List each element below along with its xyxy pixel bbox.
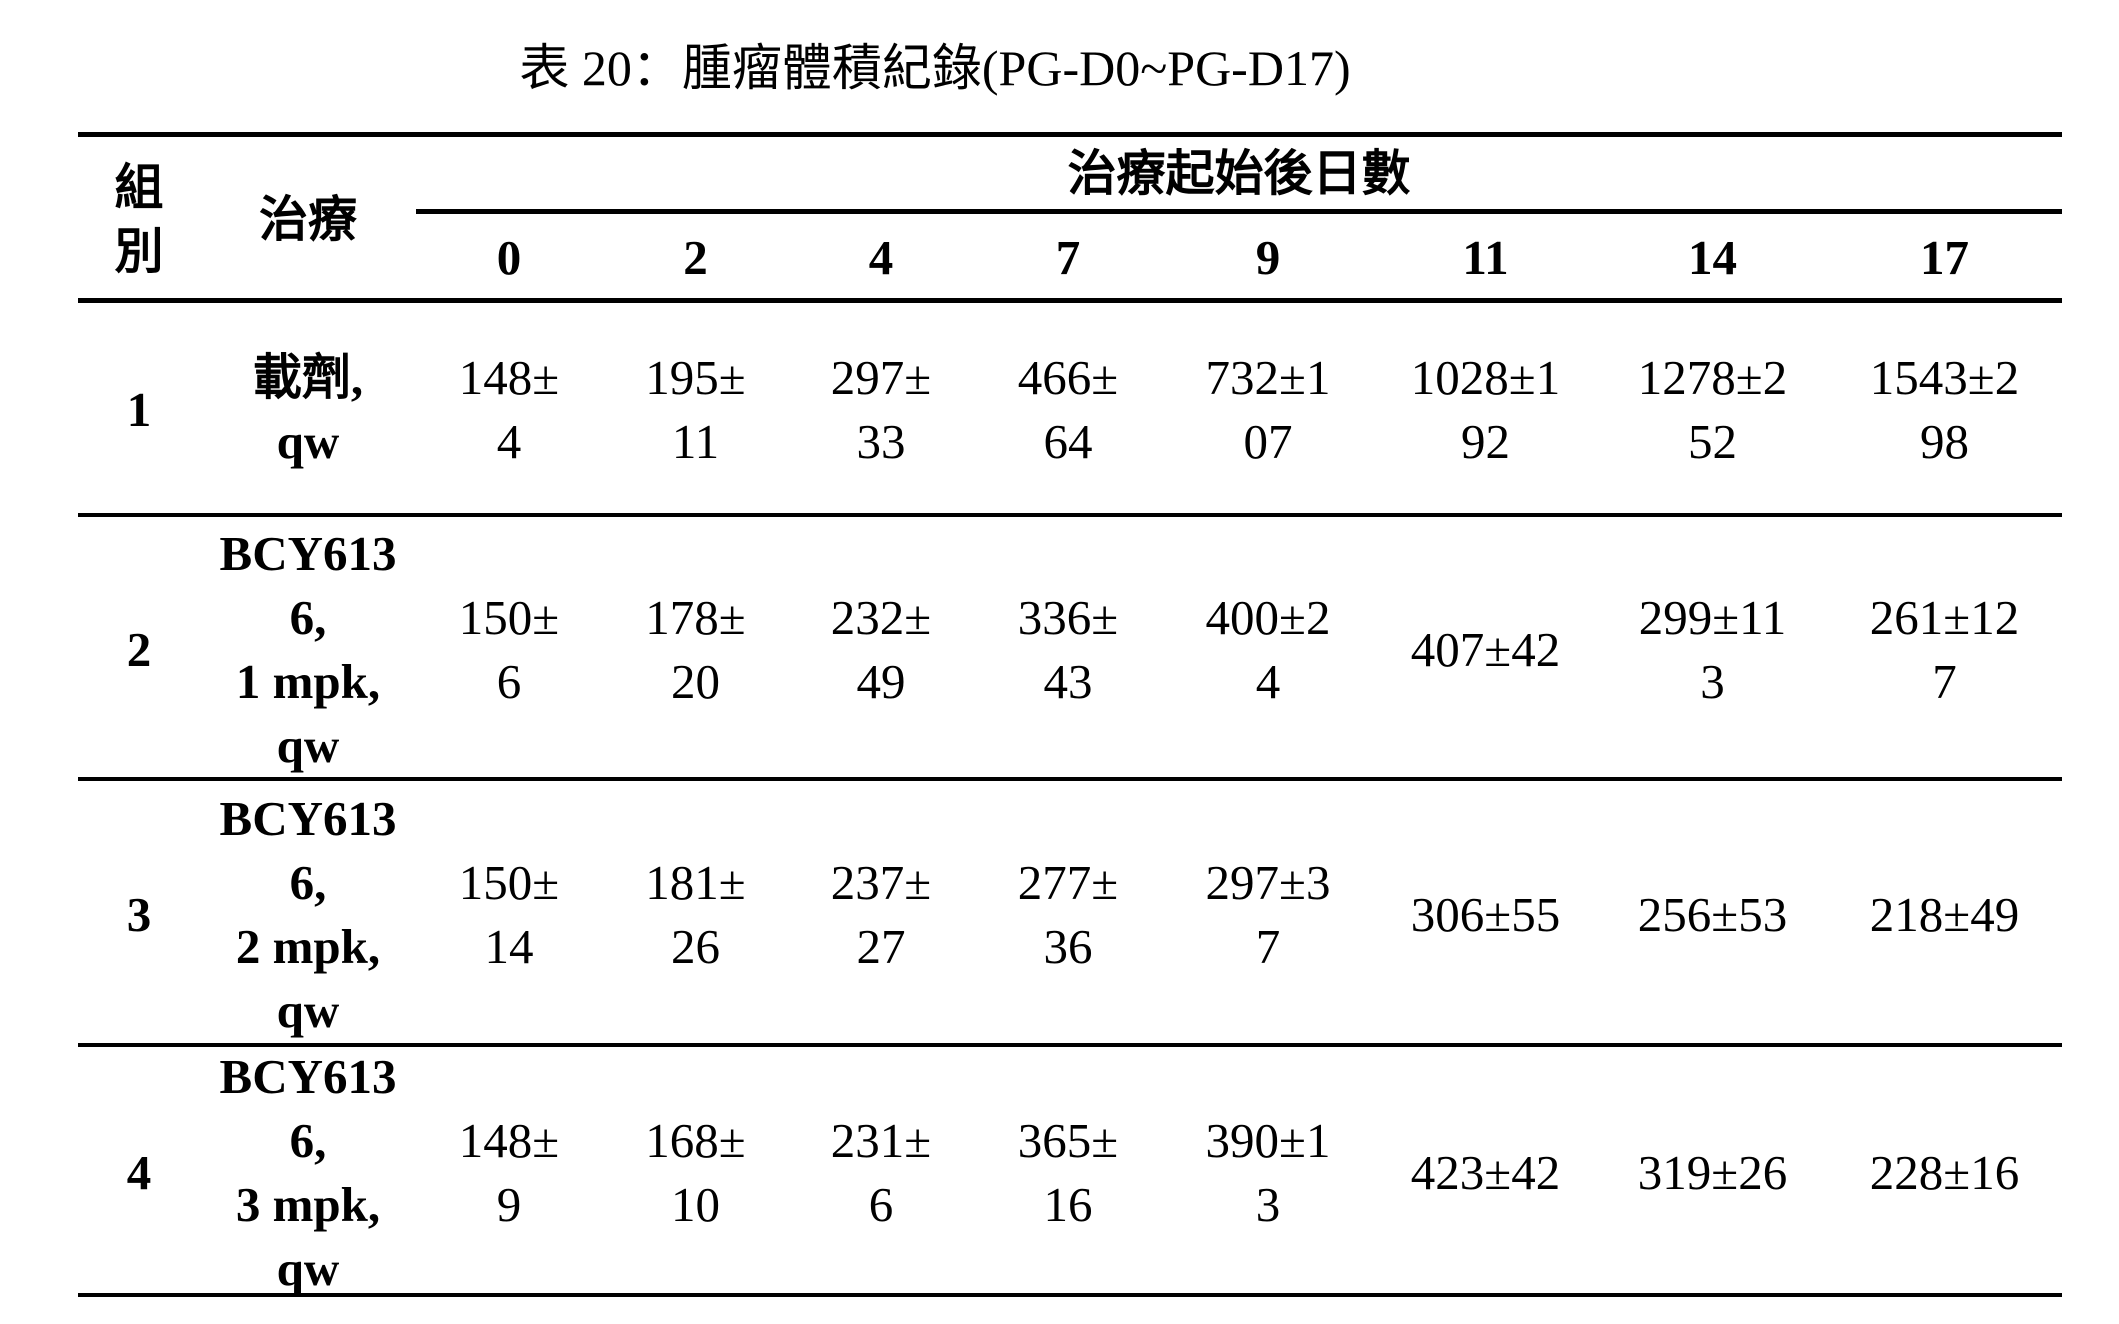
row-value: 150± 14	[416, 784, 602, 1046]
header-day: 7	[973, 215, 1163, 300]
row-group: 3	[78, 784, 200, 1046]
row-value: 466± 64	[973, 304, 1163, 516]
row-treatment: BCY613 6, 3 mpk, qw	[200, 1050, 416, 1296]
row-value: 1278±2 52	[1598, 304, 1827, 516]
header-treatment: 治療	[200, 140, 416, 300]
header-day: 17	[1827, 215, 2062, 300]
row-value: 319±26	[1598, 1050, 1827, 1296]
table-rule	[78, 1293, 2062, 1297]
header-day: 9	[1163, 215, 1373, 300]
header-day: 0	[416, 215, 602, 300]
row-treatment: BCY613 6, 1 mpk, qw	[200, 520, 416, 780]
table-title: 表 20：腫瘤體積紀錄(PG-D0~PG-D17)	[0, 28, 1870, 100]
row-value: 390±1 3	[1163, 1050, 1373, 1296]
table-rule	[78, 777, 2062, 781]
row-value: 297±3 7	[1163, 784, 1373, 1046]
row-value: 299±11 3	[1598, 520, 1827, 780]
header-day: 11	[1373, 215, 1598, 300]
table-rule	[78, 132, 2062, 137]
row-value: 228±16	[1827, 1050, 2062, 1296]
row-value: 148± 9	[416, 1050, 602, 1296]
header-days-caption: 治療起始後日數	[416, 138, 2062, 210]
row-value: 732±1 07	[1163, 304, 1373, 516]
row-value: 423±42	[1373, 1050, 1598, 1296]
row-value: 400±2 4	[1163, 520, 1373, 780]
row-value: 218±49	[1827, 784, 2062, 1046]
row-group: 2	[78, 520, 200, 780]
row-value: 277± 36	[973, 784, 1163, 1046]
row-value: 336± 43	[973, 520, 1163, 780]
row-value: 237± 27	[789, 784, 973, 1046]
table-rule	[78, 513, 2062, 517]
row-value: 178± 20	[602, 520, 789, 780]
row-group: 1	[78, 304, 200, 516]
row-value: 168± 10	[602, 1050, 789, 1296]
row-treatment: 載劑, qw	[200, 304, 416, 516]
row-value: 232± 49	[789, 520, 973, 780]
row-value: 1543±2 98	[1827, 304, 2062, 516]
header-day: 14	[1598, 215, 1827, 300]
row-value: 306±55	[1373, 784, 1598, 1046]
row-treatment: BCY613 6, 2 mpk, qw	[200, 784, 416, 1046]
row-value: 150± 6	[416, 520, 602, 780]
row-value: 256±53	[1598, 784, 1827, 1046]
header-day: 2	[602, 215, 789, 300]
row-value: 148± 4	[416, 304, 602, 516]
row-value: 195± 11	[602, 304, 789, 516]
header-day: 4	[789, 215, 973, 300]
row-value: 297± 33	[789, 304, 973, 516]
row-value: 1028±1 92	[1373, 304, 1598, 516]
header-group: 組 別	[78, 140, 200, 300]
row-value: 365± 16	[973, 1050, 1163, 1296]
row-group: 4	[78, 1050, 200, 1296]
row-value: 407±42	[1373, 520, 1598, 780]
row-value: 181± 26	[602, 784, 789, 1046]
row-value: 231± 6	[789, 1050, 973, 1296]
row-value: 261±12 7	[1827, 520, 2062, 780]
